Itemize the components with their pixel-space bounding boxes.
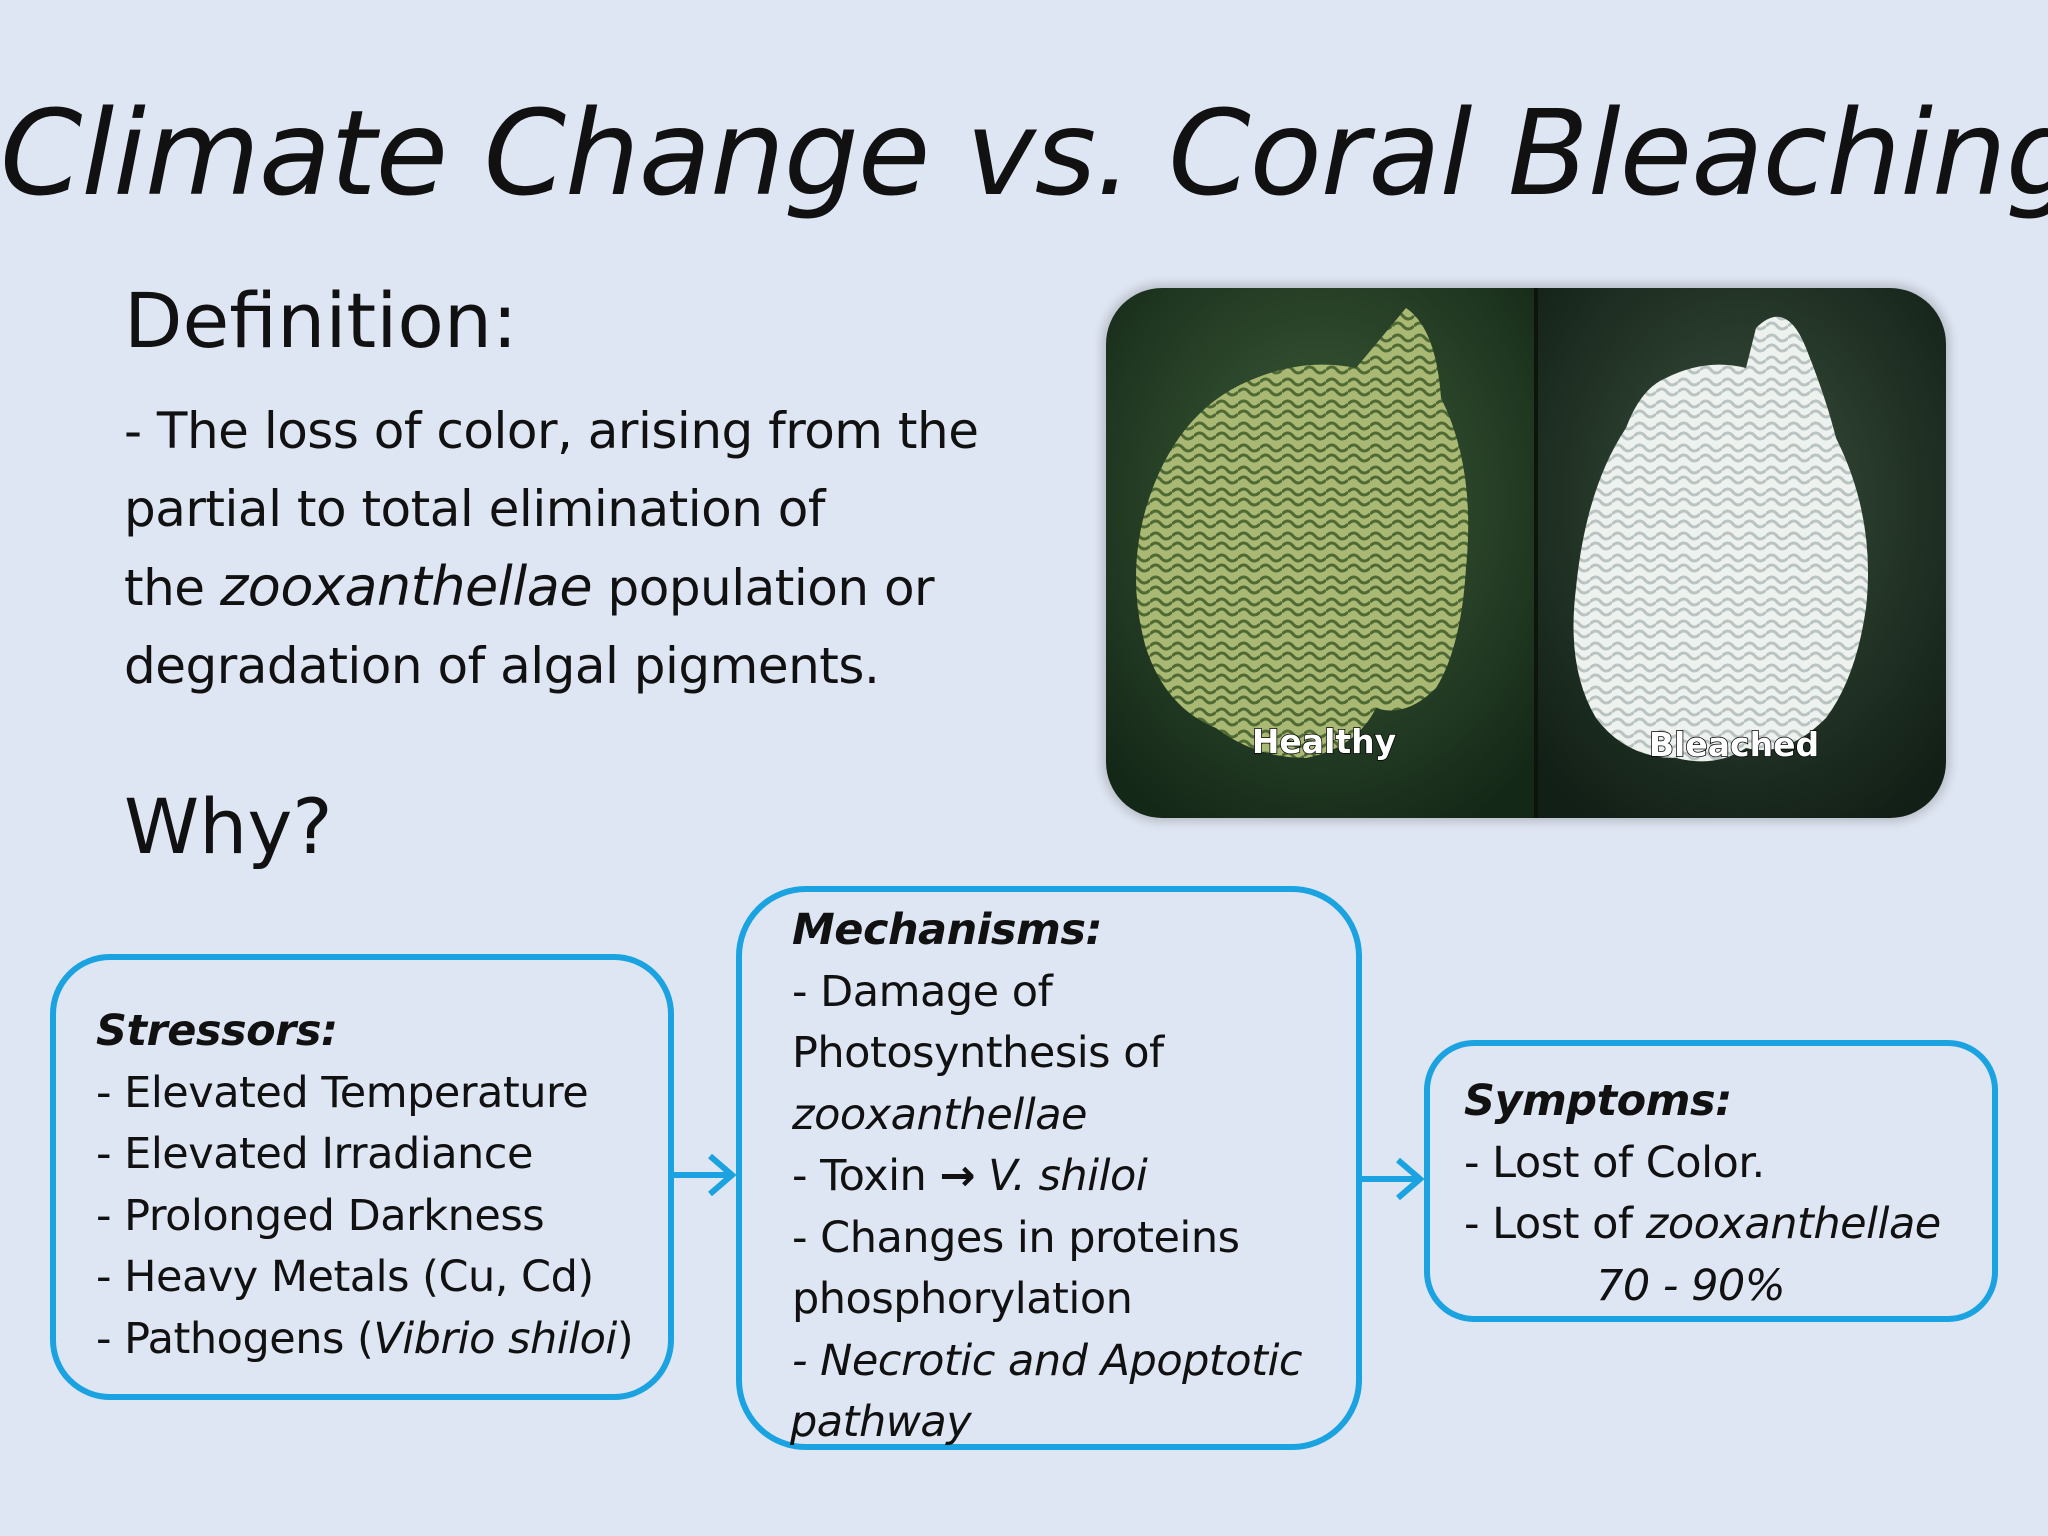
symptom-percentage: 70 - 90%: [1464, 1256, 1992, 1318]
mechanism-line: pathway: [790, 1392, 1356, 1454]
mechanisms-box: Mechanisms: - Damage of Photosynthesis o…: [736, 886, 1362, 1450]
arrow-right-icon: [674, 1153, 737, 1197]
mechanisms-heading: Mechanisms:: [792, 905, 1103, 955]
symptom-line: - Lost of Color.: [1464, 1137, 1765, 1188]
definition-line-3-start: the: [124, 559, 220, 617]
pathogens-species: Vibrio shiloi: [373, 1313, 617, 1364]
symptoms-heading: Symptoms:: [1464, 1076, 1732, 1126]
toxin-species: V. shiloi: [974, 1151, 1148, 1201]
definition-line-4: degradation of algal pigments.: [124, 637, 880, 695]
bleached-label: Bleached: [1649, 725, 1819, 764]
mechanism-line: - Necrotic and Apoptotic: [792, 1331, 1356, 1393]
definition-line-3: the zooxanthellae population or: [124, 555, 935, 618]
symptom-line: - Lost of zooxanthellae: [1464, 1194, 1992, 1256]
healthy-label: Healthy: [1252, 722, 1396, 761]
pathogens-prefix: - Pathogens (: [96, 1313, 374, 1364]
stressor-item: - Heavy Metals (Cu, Cd): [96, 1252, 594, 1302]
stressor-item-pathogens: - Pathogens (Vibrio shiloi): [96, 1309, 668, 1371]
why-heading: Why?: [124, 782, 333, 871]
mechanism-line: - Damage of: [792, 966, 1053, 1017]
healthy-coral: [1136, 308, 1469, 758]
pathogens-suffix: ): [616, 1313, 634, 1364]
stressor-item: - Elevated Temperature: [96, 1067, 589, 1118]
symptom-lost-prefix: - Lost of: [1464, 1199, 1646, 1249]
mechanism-line: phosphorylation: [792, 1274, 1133, 1324]
definition-line-1: - The loss of color, arising from the: [124, 402, 979, 460]
mechanism-pathway: pathway: [790, 1397, 972, 1447]
mechanism-line: zooxanthellae: [792, 1085, 1356, 1147]
mechanism-zooxanthellae: zooxanthellae: [792, 1089, 1088, 1140]
bleached-coral: [1573, 316, 1868, 762]
arrow-icon: →: [939, 1151, 975, 1201]
stressor-item: - Prolonged Darkness: [96, 1190, 545, 1241]
mechanism-line: - Changes in proteins: [792, 1212, 1240, 1263]
stressors-box: Stressors: - Elevated Temperature - Elev…: [50, 954, 674, 1400]
definition-line-3-end: population or: [592, 559, 935, 617]
toxin-prefix: - Toxin: [792, 1151, 940, 1201]
symptom-percentage-value: 70 - 90%: [1596, 1260, 1786, 1311]
mechanism-line: Photosynthesis of: [792, 1028, 1164, 1078]
definition-text: - The loss of color, arising from the pa…: [124, 392, 1044, 705]
stressors-heading: Stressors:: [96, 1006, 338, 1056]
definition-heading: Definition:: [124, 276, 518, 365]
slide-title: Climate Change vs. Coral Bleaching: [0, 84, 2048, 222]
symptom-zooxanthellae: zooxanthellae: [1645, 1199, 1942, 1249]
symptoms-box: Symptoms: - Lost of Color. - Lost of zoo…: [1424, 1040, 1998, 1322]
arrow-right-icon: [1362, 1157, 1425, 1201]
definition-zooxanthellae: zooxanthellae: [219, 555, 593, 618]
stressor-item: - Elevated Irradiance: [96, 1129, 533, 1179]
definition-line-2: partial to total elimination of: [124, 480, 826, 538]
mechanism-necrotic: - Necrotic and Apoptotic: [792, 1335, 1303, 1386]
mechanism-toxin: - Toxin → V. shiloi: [792, 1146, 1356, 1208]
coral-comparison-photo: Healthy Bleached: [1106, 288, 1946, 818]
coral-photo-illustration: Healthy Bleached: [1106, 288, 1946, 818]
